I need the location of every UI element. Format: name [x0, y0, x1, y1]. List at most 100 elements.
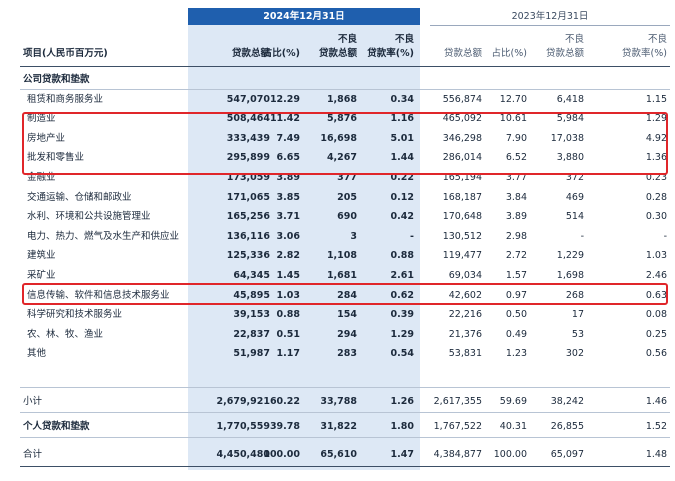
column-band-2024 — [188, 8, 420, 470]
column-header-line2: 贷款总额 — [443, 48, 482, 59]
table-cell: 7.49 — [276, 132, 300, 144]
table-cell: 2.98 — [505, 230, 527, 242]
table-cell: 0.34 — [390, 93, 414, 105]
table-cell: 0.30 — [645, 211, 667, 223]
table-cell: 125,336 — [226, 250, 270, 262]
table-cell: 59.69 — [499, 396, 527, 407]
table-cell: 17,038 — [550, 132, 584, 144]
table-cell: 1.46 — [645, 396, 667, 407]
table-cell: 508,464 — [226, 113, 270, 125]
row-label: 电力、热力、燃气及水生产和供应业 — [27, 230, 180, 242]
table-cell: 60.22 — [269, 396, 300, 407]
row-label: 房地产业 — [27, 132, 66, 144]
table-cell: 0.22 — [390, 172, 414, 183]
table-cell: 3 — [350, 230, 357, 242]
table-cell: 3.71 — [276, 211, 300, 223]
year-2023-header: 2023年12月31日 — [511, 11, 589, 22]
table-cell: 5,876 — [326, 113, 357, 125]
table-cell: 0.50 — [505, 309, 527, 321]
table-cell: 1,767,522 — [433, 421, 482, 432]
column-header-line2: 贷款率(%) — [622, 48, 667, 59]
row-label: 小计 — [23, 396, 43, 407]
row-label: 农、林、牧、渔业 — [27, 328, 104, 340]
column-header-line2: 贷款率(%) — [367, 48, 414, 59]
table-cell: 469 — [565, 191, 584, 203]
column-header-line1: 不良 — [394, 34, 414, 45]
table-cell: 4,267 — [326, 152, 357, 164]
table-cell: 26,855 — [550, 421, 584, 432]
table-cell: 547,070 — [226, 93, 270, 105]
table-cell: 0.88 — [276, 309, 300, 321]
table-cell: 1.17 — [276, 348, 300, 360]
table-cell: 1,698 — [556, 270, 584, 281]
table-cell: 0.12 — [390, 191, 414, 203]
table-cell: 65,610 — [320, 449, 357, 460]
row-label: 制造业 — [27, 113, 56, 125]
table-cell: 283 — [337, 348, 357, 360]
year-2024-header: 2024年12月31日 — [188, 8, 420, 25]
table-cell: 45,895 — [233, 289, 270, 301]
table-cell: 3.89 — [505, 211, 527, 223]
table-cell: 1.16 — [390, 113, 414, 125]
table-cell: 0.23 — [645, 172, 667, 183]
table-cell: 5.01 — [390, 132, 414, 144]
table-cell: 170,648 — [442, 211, 482, 223]
table-cell: 2,679,921 — [216, 396, 271, 407]
table-cell: 6.52 — [505, 152, 527, 164]
table-cell: 21,376 — [448, 328, 482, 340]
table-cell: 12.70 — [499, 93, 527, 105]
table-cell: 119,477 — [442, 250, 482, 262]
table-cell: 64,345 — [233, 270, 270, 281]
table-cell: 1.23 — [505, 348, 527, 360]
table-cell: 51,987 — [233, 348, 270, 360]
row-label: 信息传输、软件和信息技术服务业 — [27, 289, 170, 301]
table-cell: 0.62 — [390, 289, 414, 301]
row-divider — [20, 89, 670, 90]
row-label: 其他 — [27, 348, 47, 360]
table-cell: 1,229 — [556, 250, 584, 262]
table-cell: 1,681 — [326, 270, 357, 281]
table-cell: 3.85 — [276, 191, 300, 203]
table-cell: 1.47 — [390, 449, 414, 460]
table-cell: 0.54 — [390, 348, 414, 360]
table-cell: 31,822 — [320, 421, 357, 432]
table-cell: 65,097 — [550, 449, 584, 460]
table-cell: 284 — [337, 289, 357, 301]
table-cell: 3.77 — [505, 172, 527, 183]
table-cell: 53 — [571, 328, 584, 340]
column-header-line2: 贷款总额 — [545, 48, 584, 59]
table-cell: 0.88 — [390, 250, 414, 262]
table-cell: 130,512 — [442, 230, 482, 242]
row-label: 个人贷款和垫款 — [23, 421, 90, 432]
table-cell: 1.52 — [645, 421, 667, 432]
table-cell: 377 — [337, 172, 357, 183]
table-cell: 7.90 — [505, 132, 527, 144]
table-cell: 2.82 — [276, 250, 300, 262]
table-cell: 100.00 — [493, 449, 527, 460]
table-cell: 1.36 — [645, 152, 667, 164]
column-header-line1: 不良 — [337, 34, 357, 45]
table-cell: 690 — [337, 211, 357, 223]
table-cell: 42,602 — [448, 289, 482, 301]
table-cell: 1.03 — [276, 289, 300, 301]
table-cell: 2.61 — [390, 270, 414, 281]
table-cell: 333,439 — [226, 132, 270, 144]
table-cell: 17 — [571, 309, 584, 321]
table-cell: 3,880 — [556, 152, 584, 164]
table-cell: 33,788 — [320, 396, 357, 407]
table-cell: 39,153 — [233, 309, 270, 321]
table-cell: 39.78 — [269, 421, 300, 432]
row-divider — [20, 466, 670, 467]
year-2023-underline — [430, 25, 670, 26]
table-cell: 1.57 — [505, 270, 527, 281]
highlight-box-manufacturing-realestate-wholesale — [22, 112, 668, 175]
table-cell: 4.92 — [645, 132, 667, 144]
table-cell: 556,874 — [442, 93, 482, 105]
table-cell: 346,298 — [442, 132, 482, 144]
row-divider — [20, 387, 670, 388]
table-cell: 0.25 — [645, 328, 667, 340]
table-cell: 173,059 — [226, 172, 270, 183]
table-cell: 171,065 — [226, 191, 270, 203]
table-cell: 372 — [565, 172, 584, 183]
